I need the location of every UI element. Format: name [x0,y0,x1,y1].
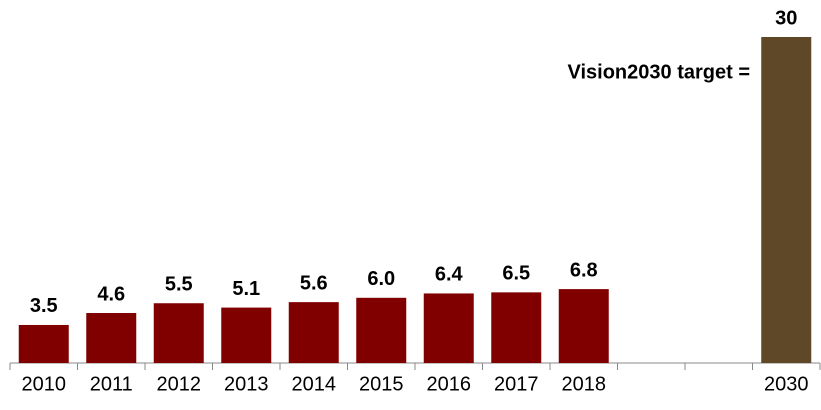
data-label: 5.5 [165,274,193,296]
annotation: Vision2030 target = [568,61,751,83]
data-label: 3.5 [30,295,58,317]
bar [423,293,474,363]
x-tick-label: 2014 [292,373,337,395]
bar [288,302,339,363]
x-tick-label: 2012 [157,373,202,395]
bar [356,297,407,363]
data-label: 4.6 [97,283,125,305]
data-label: 6.4 [435,264,464,286]
data-label: 6.5 [502,263,530,285]
bar [221,307,272,363]
x-tick-label: 2018 [562,373,607,395]
bar [491,292,542,363]
x-tick-label: 2010 [22,373,67,395]
data-label: 6.0 [367,268,395,290]
bar [86,313,137,363]
x-tick-label: 2011 [90,373,133,395]
bar [558,289,609,363]
data-label: 5.6 [300,272,328,294]
bar [761,37,812,363]
x-tick-label: 2013 [224,373,269,395]
x-tick-label: 2015 [359,373,404,395]
bar [18,324,69,363]
x-tick-label: 2016 [427,373,472,395]
data-label: 30 [775,7,797,29]
data-label: 5.1 [232,278,260,300]
x-tick-label: 2030 [764,373,809,395]
bar [153,303,204,363]
data-label: 6.8 [570,259,598,281]
x-tick-label: 2017 [494,373,539,395]
